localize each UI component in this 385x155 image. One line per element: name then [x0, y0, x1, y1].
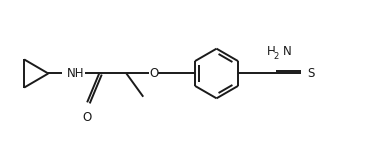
Text: S: S [307, 67, 314, 80]
Text: 2: 2 [273, 52, 278, 61]
Text: NH: NH [67, 67, 85, 80]
Text: O: O [82, 111, 92, 124]
Text: O: O [149, 67, 158, 80]
Text: H: H [267, 45, 276, 58]
Text: N: N [283, 45, 292, 58]
